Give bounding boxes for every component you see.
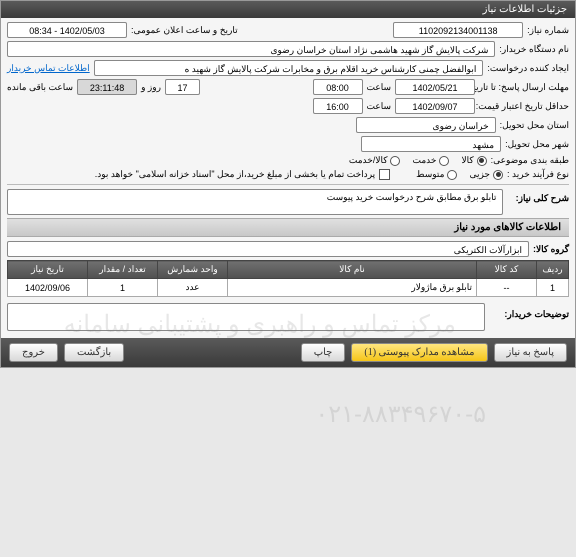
- buyer-org-label: نام دستگاه خریدار:: [499, 44, 569, 55]
- cell-name: تابلو برق ماژولار: [228, 279, 477, 297]
- announce-dt-value: 1402/05/03 - 08:34: [7, 22, 127, 38]
- watermark-line-2: ۰۲۱-۸۸۳۴۹۶۷۰-۵: [315, 400, 486, 429]
- price-valid-date-value: 1402/09/07: [395, 98, 475, 114]
- announce-dt-label: تاریخ و ساعت اعلان عمومی:: [131, 25, 238, 36]
- day-and-label: روز و: [141, 82, 161, 93]
- goods-table: ردیف کد کالا نام کالا واحد شمارش تعداد /…: [7, 260, 569, 297]
- city-value: مشهد: [361, 136, 501, 152]
- cell-date: 1402/09/06: [8, 279, 88, 297]
- goods-group-label: گروه کالا:: [533, 244, 569, 255]
- radio-medium[interactable]: متوسط: [416, 169, 457, 180]
- th-unit: واحد شمارش: [158, 261, 228, 279]
- table-row: 1 -- تابلو برق ماژولار عدد 1 1402/09/06: [8, 279, 569, 297]
- radio-goods[interactable]: کالا: [461, 155, 486, 166]
- price-valid-label: حداقل تاریخ اعتبار قیمت: تا تاریخ:: [479, 101, 569, 112]
- panel-title: جزئیات اطلاعات نیاز: [1, 1, 575, 18]
- th-row: ردیف: [537, 261, 569, 279]
- radio-service[interactable]: خدمت: [412, 155, 449, 166]
- days-left-value: 17: [165, 79, 200, 95]
- radio-both-label: کالا/خدمت: [349, 155, 388, 166]
- buyer-org-value: شرکت پالایش گاز شهید هاشمی نژاد استان خر…: [7, 41, 495, 57]
- province-label: استان محل تحویل:: [500, 120, 569, 131]
- exit-button[interactable]: خروج: [9, 343, 58, 362]
- payment-note: پرداخت تمام یا بخشی از مبلغ خرید،از محل …: [95, 169, 375, 180]
- attachments-button[interactable]: مشاهده مدارک پیوستی (1): [351, 343, 487, 362]
- need-desc-value: تابلو برق مطابق شرح درخواست خرید پیوست: [7, 189, 503, 215]
- cell-unit: عدد: [158, 279, 228, 297]
- resp-date-value: 1402/05/21: [395, 79, 475, 95]
- cell-code: --: [477, 279, 537, 297]
- radio-service-label: خدمت: [412, 155, 436, 166]
- purchase-type-label: نوع فرآیند خرید :: [507, 169, 569, 180]
- province-value: خراسان رضوی: [356, 117, 496, 133]
- city-label: شهر محل تحویل:: [505, 139, 569, 150]
- respond-button[interactable]: پاسخ به نیاز: [494, 343, 568, 362]
- radio-both[interactable]: کالا/خدمت: [349, 155, 401, 166]
- need-no-label: شماره نیاز:: [527, 25, 569, 36]
- creator-label: ایجاد کننده درخواست:: [487, 63, 569, 74]
- need-no-value: 1102092134001138: [393, 22, 523, 38]
- hour-label-2: ساعت: [367, 101, 392, 112]
- th-code: کد کالا: [477, 261, 537, 279]
- resp-time-value: 08:00: [313, 79, 363, 95]
- th-date: تاریخ نیاز: [8, 261, 88, 279]
- resp-deadline-label: مهلت ارسال پاسخ: تا تاریخ:: [479, 82, 569, 93]
- radio-medium-label: متوسط: [416, 169, 444, 180]
- radio-minor[interactable]: جزیی: [469, 169, 503, 180]
- buyer-contact-link[interactable]: اطلاعات تماس خریدار: [7, 63, 90, 74]
- cell-row: 1: [537, 279, 569, 297]
- buyer-notes-label: توضیحات خریدار:: [489, 303, 569, 320]
- creator-value: ابوالفضل چمنی کارشناس خرید اقلام برق و م…: [94, 60, 484, 76]
- buyer-notes-box: [7, 303, 485, 331]
- goods-info-section-title: اطلاعات کالاهای مورد نیاز: [7, 218, 569, 237]
- th-qty: تعداد / مقدار: [88, 261, 158, 279]
- treasury-checkbox[interactable]: [379, 169, 390, 180]
- print-button[interactable]: چاپ: [301, 343, 346, 362]
- need-desc-label: شرح کلی نیاز:: [507, 189, 569, 204]
- hour-label-1: ساعت: [367, 82, 392, 93]
- time-left-value: 23:11:48: [77, 79, 137, 95]
- cell-qty: 1: [88, 279, 158, 297]
- main-panel: جزئیات اطلاعات نیاز شماره نیاز: 11020921…: [0, 0, 576, 368]
- category-label: طبقه بندی موضوعی:: [491, 155, 569, 166]
- goods-group-value: ابزارآلات الکتریکی: [7, 241, 529, 257]
- back-button[interactable]: بازگشت: [64, 343, 124, 362]
- remain-label: ساعت باقی مانده: [7, 82, 73, 93]
- th-name: نام کالا: [228, 261, 477, 279]
- button-bar: پاسخ به نیاز مشاهده مدارک پیوستی (1) چاپ…: [1, 338, 575, 367]
- price-valid-time-value: 16:00: [313, 98, 363, 114]
- radio-goods-label: کالا: [461, 155, 473, 166]
- radio-minor-label: جزیی: [469, 169, 490, 180]
